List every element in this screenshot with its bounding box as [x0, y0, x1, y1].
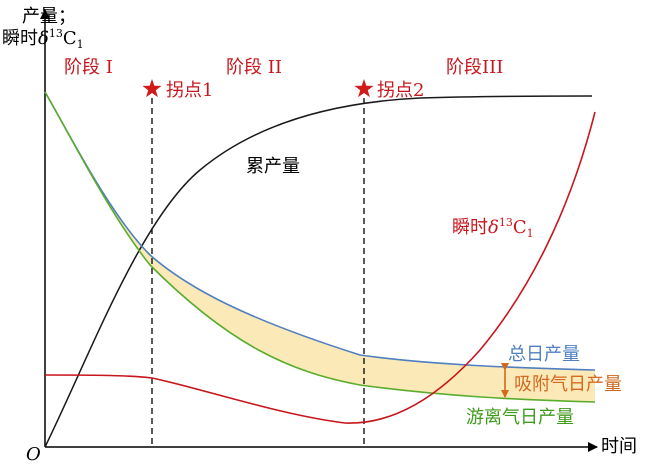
x-axis-label: 时间 [601, 436, 637, 457]
free-gas-daily-production-curve [44, 91, 596, 403]
adsorbed-gas-label: 吸附气日产量 [514, 374, 622, 395]
total-daily-production-label: 总日产量 [508, 344, 580, 365]
inflection-1-label: 拐点1 [166, 80, 213, 101]
total-daily-production-curve [44, 91, 596, 371]
free-gas-label: 游离气日产量 [466, 407, 574, 428]
cumulative-production-label: 累产量 [246, 156, 300, 177]
inflection-2-label: 拐点2 [377, 80, 424, 101]
isotope-curve [44, 111, 596, 424]
cumulative-production-curve [44, 95, 593, 448]
stage-1-label: 阶段 I [64, 57, 113, 78]
stage-3-label: 阶段III [446, 57, 503, 78]
adsorbed-gas-band [45, 92, 595, 402]
y-axis-label-line2: 瞬时δ13C1 [2, 27, 84, 51]
y-axis-label-line1: 产量； [22, 6, 76, 27]
inflection-1-star-icon [142, 79, 162, 98]
stage-2-label: 阶段 II [226, 57, 282, 78]
isotope-curve-label: 瞬时δ13C1 [452, 216, 534, 240]
origin-label: O [26, 444, 41, 465]
inflection-2-star-icon [354, 79, 374, 98]
